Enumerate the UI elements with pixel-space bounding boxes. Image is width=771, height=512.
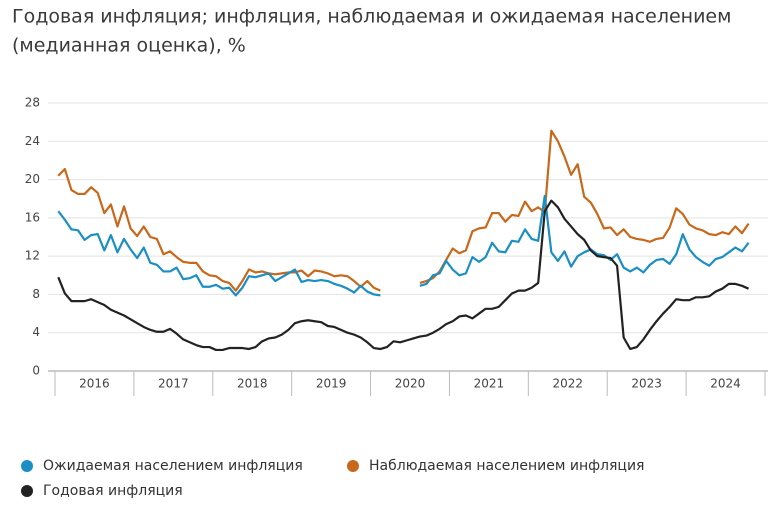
y-tick-label: 20: [25, 172, 40, 186]
x-tick-label: 2016: [79, 377, 110, 391]
y-tick-label: 28: [25, 96, 40, 110]
series-line: [57, 199, 750, 352]
x-tick-label: 2024: [710, 377, 741, 391]
legend-marker: [347, 460, 359, 472]
y-tick-label: 16: [25, 210, 40, 224]
y-tick-label: 24: [25, 134, 40, 148]
legend-label: Ожидаемая населением инфляция: [43, 458, 303, 474]
series-line: [57, 194, 750, 297]
y-tick-label: 12: [25, 249, 40, 263]
y-tick-label: 8: [32, 287, 40, 301]
x-tick-label: 2022: [553, 377, 584, 391]
y-tick-label: 4: [32, 325, 40, 339]
series-line: [57, 129, 750, 292]
chart-title: (медианная оценка), %: [12, 35, 246, 57]
chart-title: Годовая инфляция; инфляция, наблюдаемая …: [12, 6, 731, 28]
x-tick-label: 2021: [474, 377, 505, 391]
x-tick-label: 2020: [395, 377, 426, 391]
x-tick-label: 2017: [158, 377, 189, 391]
x-tick-label: 2023: [631, 377, 662, 391]
y-tick-label: 0: [32, 364, 40, 378]
legend-marker: [21, 485, 33, 497]
x-tick-label: 2019: [316, 377, 347, 391]
x-tick-label: 2018: [237, 377, 268, 391]
legend-label: Наблюдаемая населением инфляция: [369, 458, 644, 474]
legend-label: Годовая инфляция: [43, 483, 183, 499]
legend-marker: [21, 460, 33, 472]
